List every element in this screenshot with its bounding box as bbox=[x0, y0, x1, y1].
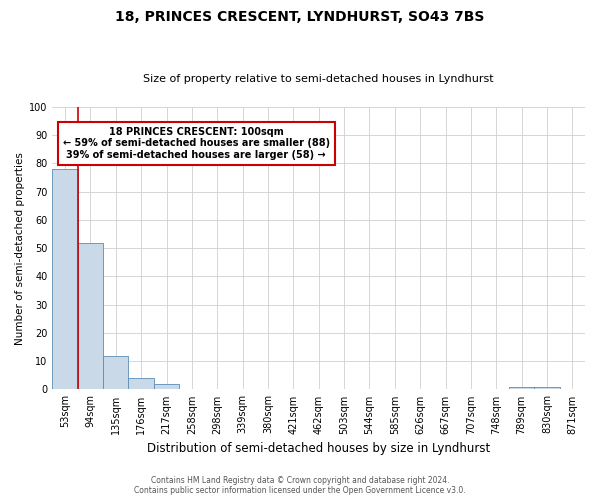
Bar bbox=[78, 242, 103, 390]
Bar bbox=[128, 378, 154, 390]
Bar bbox=[509, 386, 534, 390]
Text: 18 PRINCES CRESCENT: 100sqm
← 59% of semi-detached houses are smaller (88)
39% o: 18 PRINCES CRESCENT: 100sqm ← 59% of sem… bbox=[62, 127, 330, 160]
Bar bbox=[52, 169, 78, 390]
Bar bbox=[534, 386, 560, 390]
Bar bbox=[103, 356, 128, 390]
Y-axis label: Number of semi-detached properties: Number of semi-detached properties bbox=[15, 152, 25, 344]
Text: 18, PRINCES CRESCENT, LYNDHURST, SO43 7BS: 18, PRINCES CRESCENT, LYNDHURST, SO43 7B… bbox=[115, 10, 485, 24]
Bar bbox=[154, 384, 179, 390]
Title: Size of property relative to semi-detached houses in Lyndhurst: Size of property relative to semi-detach… bbox=[143, 74, 494, 84]
Text: Contains HM Land Registry data © Crown copyright and database right 2024.
Contai: Contains HM Land Registry data © Crown c… bbox=[134, 476, 466, 495]
X-axis label: Distribution of semi-detached houses by size in Lyndhurst: Distribution of semi-detached houses by … bbox=[147, 442, 490, 455]
